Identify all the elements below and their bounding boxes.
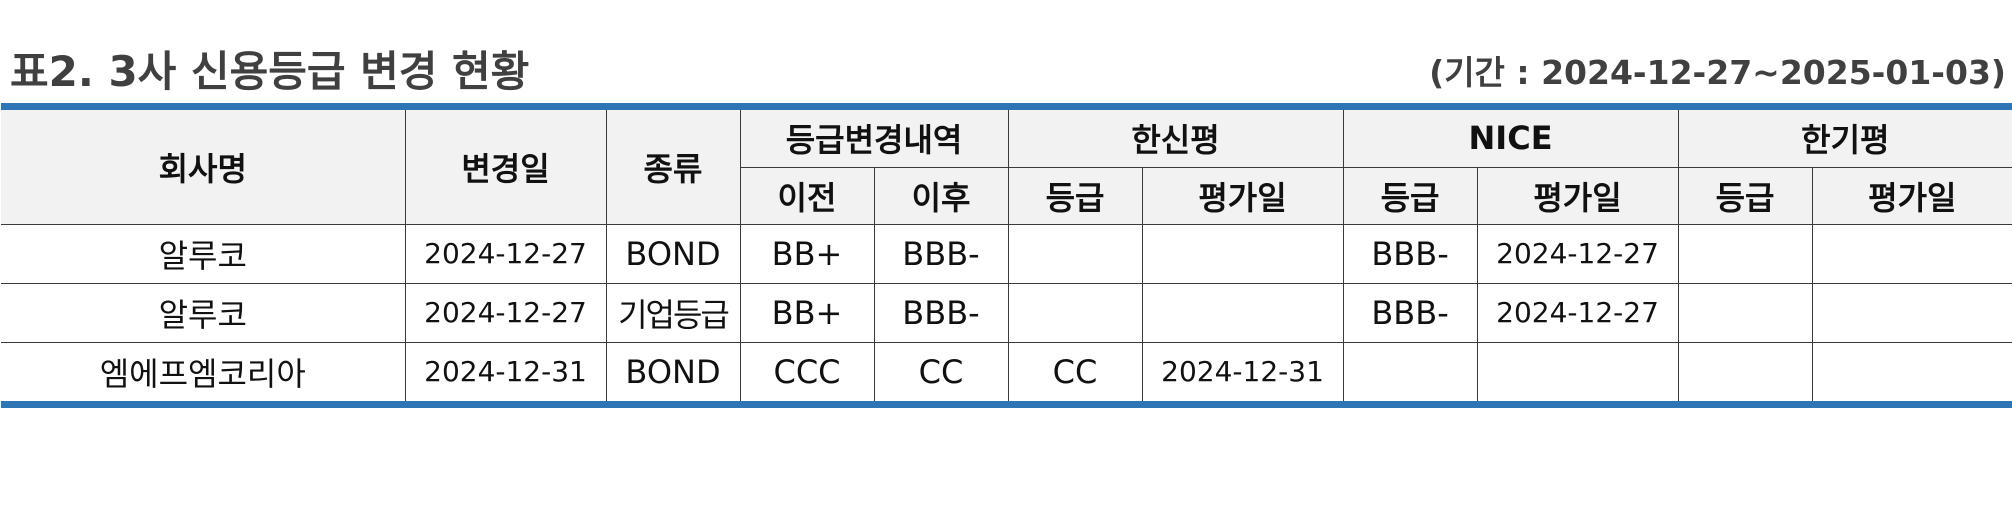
rating-change-table: 회사명 변경일 종류 등급변경내역 한신평 NICE 한기평 이전 이후 등급 … (1, 103, 2012, 408)
header-before: 이전 (740, 166, 875, 225)
cell-hanshin-grade (1007, 223, 1143, 284)
cell-nice-grade: BBB- (1342, 282, 1478, 343)
cell-hanshin-date: 2024-12-31 (1141, 341, 1344, 401)
subheader-row: 이전 이후 등급 평가일 등급 평가일 등급 평가일 (1, 166, 2012, 225)
cell-hangi-date (1811, 282, 2012, 343)
cell-type: BOND (605, 223, 741, 284)
cell-nice-date: 2024-12-27 (1476, 282, 1679, 343)
cell-before: BB+ (739, 223, 875, 284)
cell-change-date: 2024-12-27 (404, 223, 607, 284)
header-nice: NICE (1342, 110, 1679, 168)
cell-before: BB+ (739, 282, 875, 343)
cell-type: 기업등급 (605, 282, 741, 343)
cell-type: BOND (605, 341, 741, 401)
period-label: (기간 : 2024-12-27~2025-01-03) (1429, 53, 2006, 92)
cell-after: BBB- (873, 282, 1009, 343)
cell-change-date: 2024-12-31 (404, 341, 607, 401)
cell-nice-grade: BBB- (1342, 223, 1478, 284)
cell-company: 엠에프엠코리아 (1, 341, 406, 401)
cell-company: 알루코 (1, 223, 406, 284)
cell-hangi-date (1811, 223, 2012, 284)
header-hanshin: 한신평 (1007, 110, 1344, 168)
cell-nice-date (1476, 341, 1679, 401)
header-rating-change: 등급변경내역 (739, 110, 1009, 168)
table-row: 알루코 2024-12-27 기업등급 BB+ BBB- BBB- 2024-1… (1, 282, 2012, 343)
table-row: 알루코 2024-12-27 BOND BB+ BBB- BBB- 2024-1… (1, 223, 2012, 284)
header-hangi: 한기평 (1677, 110, 2012, 168)
header-nice-grade: 등급 (1342, 166, 1478, 225)
header-hanshin-grade: 등급 (1007, 166, 1143, 225)
cell-nice-date: 2024-12-27 (1476, 223, 1679, 284)
header-company: 회사명 (1, 110, 406, 225)
header-hanshin-eval-date: 평가일 (1141, 166, 1344, 225)
cell-change-date: 2024-12-27 (404, 282, 607, 343)
cell-hangi-grade (1677, 341, 1813, 401)
cell-hanshin-grade (1007, 282, 1143, 343)
cell-hanshin-date (1141, 223, 1344, 284)
header-hangi-grade: 등급 (1677, 166, 1813, 225)
cell-after: CC (873, 341, 1009, 401)
header-row: 회사명 변경일 종류 등급변경내역 한신평 NICE 한기평 (1, 110, 2012, 225)
header-nice-eval-date: 평가일 (1476, 166, 1679, 225)
header-after: 이후 (873, 166, 1009, 225)
cell-hangi-grade (1677, 282, 1813, 343)
cell-after: BBB- (873, 223, 1009, 284)
table-title: 표2. 3사 신용등급 변경 현황 (10, 47, 530, 96)
cell-nice-grade (1342, 341, 1478, 401)
cell-before: CCC (739, 341, 875, 401)
cell-hanshin-date (1141, 282, 1344, 343)
header-hangi-eval-date: 평가일 (1811, 166, 2012, 225)
header-type: 종류 (605, 110, 741, 225)
cell-hanshin-grade: CC (1007, 341, 1143, 401)
table-row: 엠에프엠코리아 2024-12-31 BOND CCC CC CC 2024-1… (1, 341, 2012, 401)
cell-company: 알루코 (1, 282, 406, 343)
cell-hangi-grade (1677, 223, 1813, 284)
cell-hangi-date (1811, 341, 2012, 401)
header-change-date: 변경일 (404, 110, 607, 225)
